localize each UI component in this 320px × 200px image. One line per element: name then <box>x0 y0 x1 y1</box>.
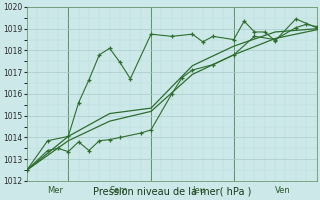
Text: Jeu: Jeu <box>192 186 205 195</box>
Text: Ven: Ven <box>275 186 291 195</box>
Text: Mer: Mer <box>48 186 64 195</box>
Text: Sam: Sam <box>110 186 128 195</box>
X-axis label: Pression niveau de la mer( hPa ): Pression niveau de la mer( hPa ) <box>92 187 251 197</box>
